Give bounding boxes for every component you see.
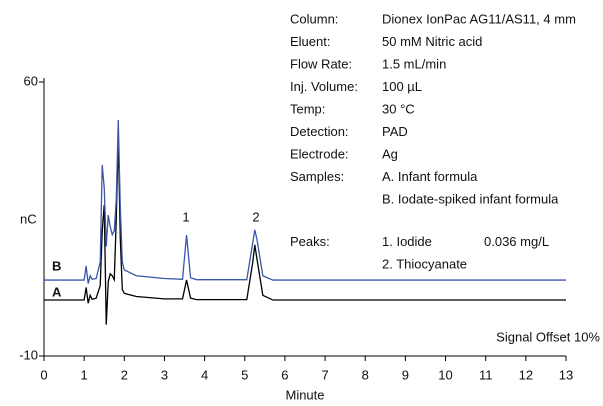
trace bbox=[44, 136, 566, 325]
trace bbox=[44, 119, 566, 284]
peaks-label: Peaks: bbox=[290, 234, 330, 249]
condition-value: PAD bbox=[382, 124, 408, 139]
peak-label: 1 bbox=[182, 209, 189, 224]
condition-value: A. Infant formula bbox=[382, 169, 478, 184]
condition-label: Flow Rate: bbox=[290, 56, 352, 71]
condition-value: 50 mM Nitric acid bbox=[382, 34, 482, 49]
condition-value: 100 µL bbox=[382, 79, 422, 94]
condition-label: Temp: bbox=[290, 101, 325, 116]
condition-value: 30 °C bbox=[382, 101, 415, 116]
x-axis-label: Minute bbox=[285, 387, 324, 402]
x-tick-label: 10 bbox=[438, 367, 452, 382]
x-tick-label: 1 bbox=[81, 367, 88, 382]
y-tick-label: 60 bbox=[24, 73, 38, 88]
condition-label: Detection: bbox=[290, 124, 349, 139]
x-tick-label: 2 bbox=[121, 367, 128, 382]
peaks-value: 1. Iodide bbox=[382, 234, 432, 249]
y-axis-label: nC bbox=[20, 211, 37, 226]
x-tick-label: 0 bbox=[40, 367, 47, 382]
condition-label: Inj. Volume: bbox=[290, 79, 358, 94]
legend-label: A bbox=[52, 284, 62, 299]
legend-label: B bbox=[52, 258, 61, 273]
x-tick-label: 3 bbox=[161, 367, 168, 382]
x-tick-label: 11 bbox=[479, 367, 493, 382]
condition-label: Eluent: bbox=[290, 34, 330, 49]
condition-label: Column: bbox=[290, 11, 338, 26]
condition-value: Ag bbox=[382, 146, 398, 161]
x-tick-label: 9 bbox=[402, 367, 409, 382]
condition-label: Electrode: bbox=[290, 146, 349, 161]
condition-value: 1.5 mL/min bbox=[382, 56, 446, 71]
x-tick-label: 12 bbox=[519, 367, 533, 382]
x-tick-label: 8 bbox=[362, 367, 369, 382]
x-tick-label: 5 bbox=[241, 367, 248, 382]
x-tick-label: 13 bbox=[559, 367, 573, 382]
condition-value: B. Iodate-spiked infant formula bbox=[382, 191, 559, 206]
x-tick-label: 4 bbox=[201, 367, 208, 382]
x-tick-label: 7 bbox=[321, 367, 328, 382]
peaks-amount: 0.036 mg/L bbox=[484, 234, 549, 249]
peak-label: 2 bbox=[252, 209, 259, 224]
condition-label: Samples: bbox=[290, 169, 344, 184]
signal-offset: Signal Offset 10% bbox=[496, 329, 600, 344]
condition-value: Dionex IonPac AG11/AS11, 4 mm bbox=[382, 11, 576, 26]
x-tick-label: 6 bbox=[281, 367, 288, 382]
peaks-value: 2. Thiocyanate bbox=[382, 256, 467, 271]
y-tick-label: -10 bbox=[19, 347, 38, 362]
